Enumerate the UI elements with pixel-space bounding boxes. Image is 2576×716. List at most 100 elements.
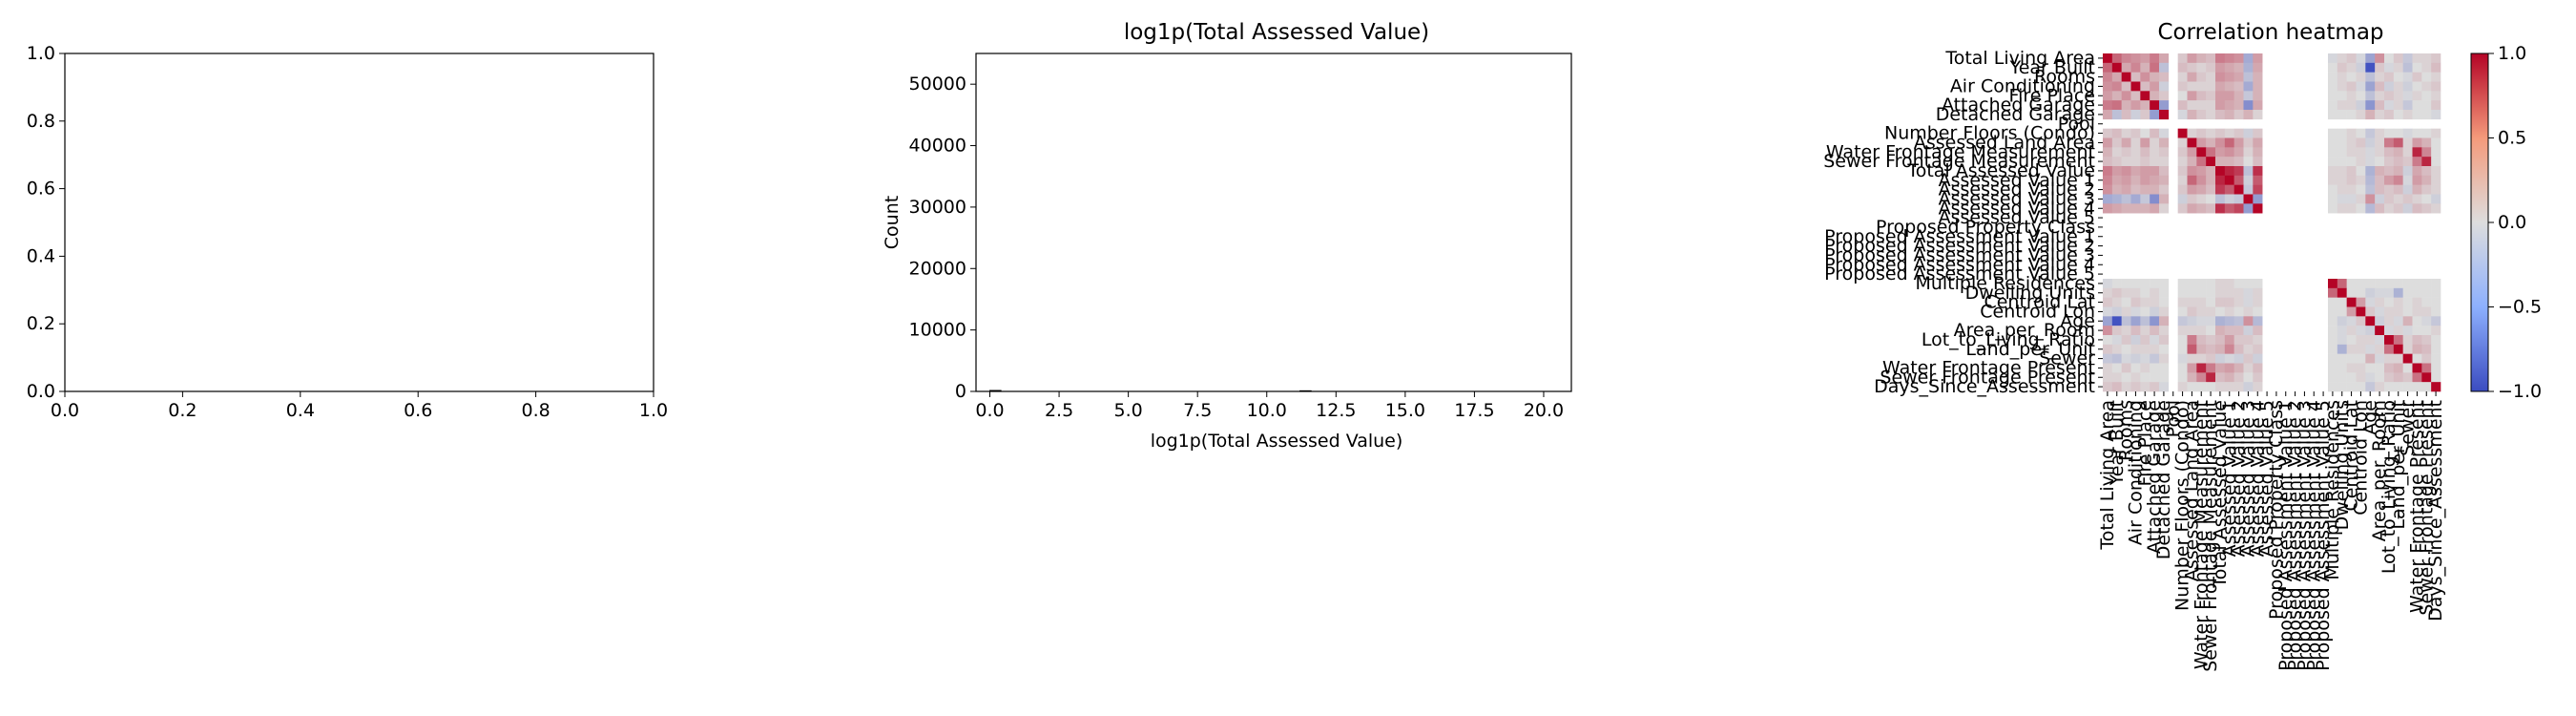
heatmap-cell — [2402, 81, 2413, 92]
heatmap-cell — [2224, 166, 2234, 177]
heatmap-cell — [2206, 194, 2216, 204]
heatmap-cell — [2233, 279, 2244, 289]
heatmap-cell — [2431, 326, 2441, 336]
heatmap-cell — [2224, 62, 2234, 73]
heatmap-cell — [2150, 372, 2160, 383]
heatmap-cell — [2384, 128, 2395, 138]
heatmap-cell — [2243, 62, 2254, 73]
heatmap-cell — [2121, 91, 2131, 101]
heatmap-cell — [2206, 91, 2216, 101]
heatmap-cell — [2233, 137, 2244, 148]
heatmap-cell — [2130, 353, 2141, 364]
heatmap-cell — [2356, 147, 2366, 158]
heatmap-cell — [2412, 81, 2422, 92]
heatmap-cell — [2233, 353, 2244, 364]
heatmap-cell — [2159, 91, 2170, 101]
heatmap-cell — [2196, 372, 2207, 383]
heatmap-cell — [2365, 382, 2376, 392]
heatmap-cell — [2150, 62, 2160, 73]
heatmap-cell — [2346, 81, 2357, 92]
heatmap-cell — [2365, 62, 2376, 73]
heatmap-cell — [2206, 297, 2216, 307]
heatmap-cell — [2224, 137, 2234, 148]
heatmap-cell — [2103, 137, 2113, 148]
heatmap-cell — [2233, 72, 2244, 82]
histogram-y-ticks: 0 10000 20000 30000 40000 50000 — [909, 74, 976, 402]
heatmap-cell — [2375, 175, 2385, 185]
heatmap-cell — [2421, 382, 2432, 392]
heatmap-cell — [2337, 344, 2347, 354]
colorbar-tick-label: 0.0 — [2498, 212, 2526, 233]
heatmap-cell — [2337, 175, 2347, 185]
heatmap-cell — [2130, 363, 2141, 373]
heatmap-cell — [2346, 279, 2357, 289]
heatmap-cell — [2140, 316, 2150, 326]
heatmap-cell — [2328, 363, 2338, 373]
heatmap-cell — [2159, 157, 2170, 167]
heatmap-cell — [2402, 147, 2413, 158]
heatmap-cell — [2243, 326, 2254, 336]
heatmap-cell — [2233, 100, 2244, 111]
heatmap-cell — [2328, 72, 2338, 82]
heatmap-cell — [2253, 297, 2263, 307]
heatmap-cell — [2215, 382, 2226, 392]
heatmap-cell — [2337, 326, 2347, 336]
heatmap-cell — [2328, 203, 2338, 214]
heatmap-cell — [2328, 326, 2338, 336]
heatmap-cell — [2196, 316, 2207, 326]
heatmap-cell — [2196, 110, 2207, 120]
heatmap-cell — [2177, 203, 2188, 214]
row-label: Proposed Assessment Value 5 — [1824, 263, 2095, 284]
column-label: Proposed Assessment Value 1 — [2275, 400, 2296, 671]
heatmap-cell — [2402, 194, 2413, 204]
heatmap-cell — [2121, 326, 2131, 336]
heatmap-cell — [2196, 91, 2207, 101]
heatmap-cell — [2375, 72, 2385, 82]
heatmap-cell — [2121, 306, 2131, 317]
column-label: Age — [2359, 400, 2380, 435]
column-label: Proposed Property Class — [2266, 400, 2287, 620]
heatmap-cell — [2187, 326, 2197, 336]
heatmap-cell — [2150, 287, 2160, 298]
heatmap-cell — [2421, 175, 2432, 185]
histogram-frame — [975, 53, 1572, 392]
heatmap-cell — [2328, 382, 2338, 392]
heatmap-cell — [2412, 100, 2422, 111]
heatmap-cell — [2421, 335, 2432, 346]
heatmap-cell — [2150, 363, 2160, 373]
x-tick-label: 0.2 — [168, 400, 197, 421]
heatmap-cell — [2346, 137, 2357, 148]
heatmap-cell — [2140, 175, 2150, 185]
heatmap-cell — [2356, 184, 2366, 195]
heatmap-cell — [2356, 353, 2366, 364]
heatmap-cell — [2253, 62, 2263, 73]
heatmap-cell — [2130, 128, 2141, 138]
heatmap-cell — [2130, 297, 2141, 307]
heatmap-cell — [2130, 344, 2141, 354]
heatmap-cell — [2224, 110, 2234, 120]
heatmap-cell — [2159, 72, 2170, 82]
heatmap-cell — [2431, 72, 2441, 82]
heatmap-cell — [2253, 166, 2263, 177]
heatmap-cell — [2328, 110, 2338, 120]
heatmap-cell — [2431, 128, 2441, 138]
y-tick-label: 0.0 — [27, 381, 55, 402]
heatmap-cell — [2253, 128, 2263, 138]
heatmap-cell — [2121, 128, 2131, 138]
heatmap-cell — [2121, 353, 2131, 364]
heatmap-cell — [2356, 110, 2366, 120]
heatmap-cell — [2402, 157, 2413, 167]
heatmap-cell — [2384, 91, 2395, 101]
heatmap-cell — [2337, 137, 2347, 148]
heatmap-cell — [2356, 316, 2366, 326]
heatmap-cell — [2159, 326, 2170, 336]
heatmap-cell — [2243, 184, 2254, 195]
heatmap-cell — [2111, 287, 2122, 298]
column-label: Rooms — [2116, 400, 2137, 461]
row-label: Assessed Value 2 — [1939, 179, 2095, 200]
heatmap-cell — [2224, 203, 2234, 214]
heatmap-cell — [2177, 110, 2188, 120]
row-label: Land_per_Unit — [1965, 339, 2095, 360]
column-label: Sewer — [2398, 400, 2419, 456]
colorbar-tick-label: 0.5 — [2498, 128, 2526, 149]
